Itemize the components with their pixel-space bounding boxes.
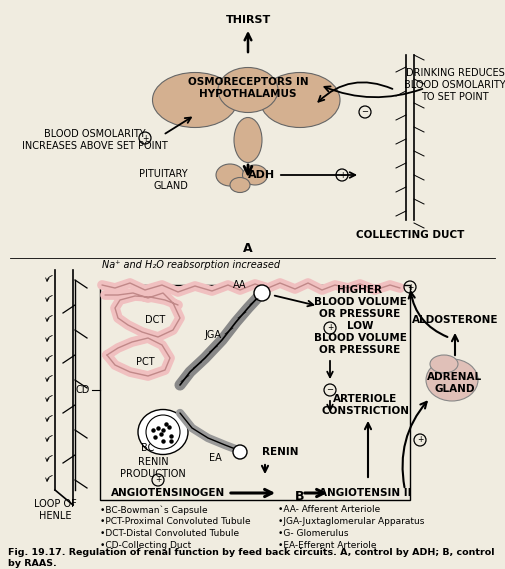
Text: PITUITARY
GLAND: PITUITARY GLAND	[139, 169, 188, 191]
Text: PCT: PCT	[136, 357, 155, 367]
Text: ADRENAL
GLAND: ADRENAL GLAND	[427, 372, 483, 394]
Text: RENIN: RENIN	[262, 447, 298, 457]
Text: G: G	[165, 427, 171, 436]
Ellipse shape	[153, 72, 237, 127]
Text: •JGA-Juxtaglomerular Apparatus: •JGA-Juxtaglomerular Apparatus	[278, 517, 424, 526]
Text: Na⁺ and H₂O reabsorption increased: Na⁺ and H₂O reabsorption increased	[102, 260, 280, 270]
Ellipse shape	[242, 165, 268, 185]
Text: ANGIOTENSIN II: ANGIOTENSIN II	[319, 488, 411, 498]
Circle shape	[254, 285, 270, 301]
Text: BLOOD OSMOLARITY
INCREASES ABOVE SET POINT: BLOOD OSMOLARITY INCREASES ABOVE SET POI…	[22, 129, 168, 151]
Ellipse shape	[430, 355, 458, 373]
Text: ANGIOTENSINOGEN: ANGIOTENSINOGEN	[111, 488, 225, 498]
Text: RENIN
PRODUCTION: RENIN PRODUCTION	[120, 457, 186, 479]
Text: ARTERIOLE
CONSTRICTION: ARTERIOLE CONSTRICTION	[321, 394, 409, 416]
Text: +: +	[155, 476, 161, 484]
Bar	[100, 285, 410, 500]
Text: Fig. 19.17. Regulation of renal function by feed back circuits. A, control by AD: Fig. 19.17. Regulation of renal function…	[8, 549, 494, 568]
Text: OSMORECEPTORS IN
HYPOTHALAMUS: OSMORECEPTORS IN HYPOTHALAMUS	[188, 77, 309, 99]
Text: COLLECTING DUCT: COLLECTING DUCT	[356, 230, 464, 240]
Text: •BC-Bowman`s Capsule: •BC-Bowman`s Capsule	[100, 505, 208, 515]
Text: •CD-Collecting Duct: •CD-Collecting Duct	[100, 542, 191, 550]
Ellipse shape	[230, 178, 250, 192]
Text: HIGHER
BLOOD VOLUME
OR PRESSURE: HIGHER BLOOD VOLUME OR PRESSURE	[314, 286, 407, 319]
Text: −: −	[362, 108, 369, 117]
Ellipse shape	[426, 359, 478, 401]
Text: +: +	[327, 324, 333, 332]
Text: LOOP OF
HENLE: LOOP OF HENLE	[34, 499, 76, 521]
Ellipse shape	[234, 118, 262, 163]
Ellipse shape	[138, 410, 188, 455]
Text: •DCT-Distal Convoluted Tubule: •DCT-Distal Convoluted Tubule	[100, 530, 239, 538]
Text: AA: AA	[233, 280, 247, 290]
Circle shape	[146, 415, 180, 449]
Text: +: +	[142, 134, 148, 142]
Text: •PCT-Proximal Convoluted Tubule: •PCT-Proximal Convoluted Tubule	[100, 517, 250, 526]
Text: BC: BC	[141, 443, 155, 453]
Ellipse shape	[260, 72, 340, 127]
Text: DCT: DCT	[145, 315, 165, 325]
Text: •EA-Efferent Arteriole: •EA-Efferent Arteriole	[278, 542, 377, 550]
Text: JGA: JGA	[205, 330, 222, 340]
Ellipse shape	[218, 68, 278, 113]
Text: ALDOSTERONE: ALDOSTERONE	[412, 315, 498, 325]
Text: ADH: ADH	[248, 170, 276, 180]
Text: •AA- Afferent Arteriole: •AA- Afferent Arteriole	[278, 505, 380, 514]
Text: +: +	[339, 171, 345, 179]
Text: +: +	[407, 282, 413, 291]
Text: LOW
BLOOD VOLUME
OR PRESSURE: LOW BLOOD VOLUME OR PRESSURE	[314, 321, 407, 354]
Text: A: A	[243, 241, 253, 254]
Circle shape	[233, 445, 247, 459]
Text: +: +	[417, 435, 423, 444]
Text: EA: EA	[209, 453, 221, 463]
Ellipse shape	[216, 164, 244, 186]
Text: •G- Glomerulus: •G- Glomerulus	[278, 530, 348, 538]
Text: DRINKING REDUCES
BLOOD OSMOLARITY
TO SET POINT: DRINKING REDUCES BLOOD OSMOLARITY TO SET…	[404, 68, 505, 102]
Text: B: B	[295, 489, 305, 502]
Text: CD: CD	[76, 385, 90, 395]
Text: −: −	[327, 386, 333, 394]
Text: THIRST: THIRST	[225, 15, 271, 25]
